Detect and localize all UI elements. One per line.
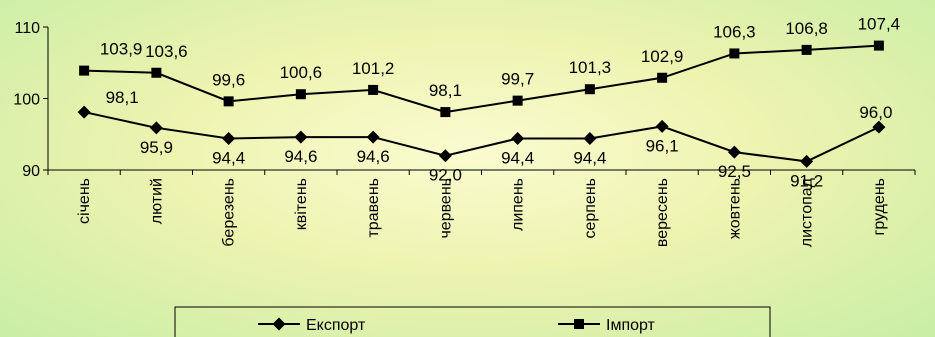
data-label-export: 94,4 bbox=[212, 149, 245, 168]
diamond-marker bbox=[77, 105, 91, 119]
data-label-export: 94,6 bbox=[357, 147, 390, 166]
legend-box bbox=[174, 306, 771, 337]
square-marker bbox=[223, 96, 234, 107]
chart-series-lines bbox=[83, 44, 880, 163]
data-label-export: 92,5 bbox=[718, 162, 751, 181]
chart-markers bbox=[77, 40, 886, 168]
chart-data-labels: 98,1 95,9 94,4 94,6 94,6 92,0 94,4 94,4 96,1 92,5… bbox=[100, 15, 900, 191]
x-tick-label: червень bbox=[437, 178, 454, 239]
x-tick-label: вересень bbox=[654, 178, 671, 247]
x-tick-label: березень bbox=[221, 178, 238, 247]
diamond-marker bbox=[366, 130, 380, 144]
data-label-import: 99,7 bbox=[501, 70, 534, 89]
data-label-import: 101,2 bbox=[352, 59, 395, 78]
legend-label-import: Імпорт bbox=[606, 317, 656, 334]
square-marker bbox=[657, 72, 668, 83]
x-tick-label: лютий bbox=[148, 178, 165, 224]
data-label-import: 107,4 bbox=[858, 15, 901, 34]
diamond-marker bbox=[872, 120, 886, 134]
data-label-import: 102,9 bbox=[641, 47, 684, 66]
x-tick-label: жовтень bbox=[726, 178, 743, 239]
data-label-import: 103,6 bbox=[145, 42, 188, 61]
data-label-import: 106,3 bbox=[713, 22, 756, 41]
diamond-marker bbox=[727, 145, 741, 159]
series-line-export bbox=[83, 111, 880, 163]
diamond-marker bbox=[511, 132, 525, 146]
data-label-import: 106,8 bbox=[785, 19, 828, 38]
square-marker bbox=[729, 48, 740, 59]
diamond-marker bbox=[294, 130, 308, 144]
x-tick-label: листопад bbox=[799, 177, 816, 247]
y-tick-label: 110 bbox=[14, 20, 40, 37]
series-line-import bbox=[84, 44, 879, 114]
diamond-marker bbox=[800, 154, 814, 168]
x-tick-label: серпень bbox=[582, 178, 599, 239]
x-tick-label: грудень bbox=[871, 178, 888, 235]
data-label-export: 92,0 bbox=[429, 166, 462, 185]
chart-legend: Експорт Імпорт bbox=[174, 306, 771, 337]
data-label-import: 100,6 bbox=[280, 63, 323, 82]
diamond-marker bbox=[272, 317, 286, 331]
diamond-marker bbox=[438, 149, 452, 163]
x-tick-label: травень bbox=[365, 178, 382, 238]
x-tick-label: липень bbox=[510, 178, 527, 231]
diamond-marker bbox=[655, 119, 669, 133]
x-tick-label: січень bbox=[76, 178, 93, 224]
diamond-marker bbox=[149, 121, 163, 135]
square-marker bbox=[151, 67, 162, 78]
data-label-import: 99,6 bbox=[212, 70, 245, 89]
x-tick-label: квітень bbox=[293, 178, 310, 230]
data-label-import: 103,9 bbox=[100, 40, 143, 59]
square-marker bbox=[512, 95, 523, 106]
chart-axes: 90 100 110 січень лютий березень квітень травен… bbox=[13, 20, 916, 247]
y-tick-label: 100 bbox=[13, 92, 40, 109]
square-marker bbox=[574, 319, 584, 329]
data-label-import: 98,1 bbox=[429, 81, 462, 100]
data-label-export: 94,6 bbox=[284, 147, 317, 166]
square-marker bbox=[873, 40, 884, 51]
diamond-marker bbox=[583, 132, 597, 146]
square-marker bbox=[295, 89, 306, 100]
legend-label-export: Експорт bbox=[306, 317, 366, 334]
data-label-export: 96,1 bbox=[646, 136, 679, 155]
diamond-marker bbox=[222, 132, 236, 146]
square-marker bbox=[801, 44, 812, 55]
data-label-export: 98,1 bbox=[106, 88, 139, 107]
square-marker bbox=[79, 65, 90, 76]
square-marker bbox=[440, 107, 451, 118]
data-label-export: 96,0 bbox=[859, 103, 892, 122]
square-marker bbox=[368, 84, 379, 95]
y-tick-label: 90 bbox=[22, 163, 40, 180]
data-label-export: 95,9 bbox=[140, 138, 173, 157]
data-label-export: 94,4 bbox=[501, 149, 534, 168]
data-label-export: 94,4 bbox=[573, 149, 606, 168]
data-label-export: 91,2 bbox=[790, 171, 823, 190]
data-label-import: 101,3 bbox=[569, 58, 612, 77]
square-marker bbox=[584, 84, 595, 95]
